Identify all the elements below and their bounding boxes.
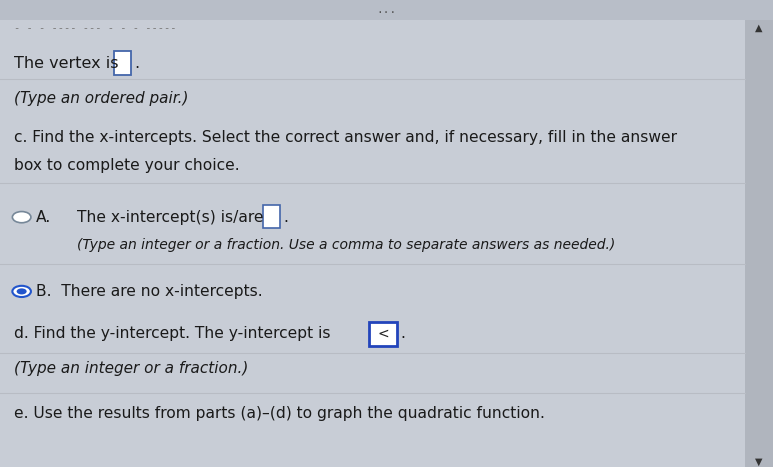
Text: B.  There are no x-intercepts.: B. There are no x-intercepts. xyxy=(36,284,262,299)
FancyBboxPatch shape xyxy=(369,322,397,346)
Text: ▲: ▲ xyxy=(755,23,763,33)
Text: ...: ... xyxy=(376,5,397,15)
Text: (Type an integer or a fraction.): (Type an integer or a fraction.) xyxy=(14,361,248,376)
Text: .: . xyxy=(283,210,288,225)
FancyBboxPatch shape xyxy=(114,51,131,75)
Circle shape xyxy=(12,212,31,223)
FancyBboxPatch shape xyxy=(745,20,773,467)
Text: (Type an ordered pair.): (Type an ordered pair.) xyxy=(14,91,189,106)
Text: box to complete your choice.: box to complete your choice. xyxy=(14,158,240,173)
FancyBboxPatch shape xyxy=(263,205,280,228)
Text: The x-intercept(s) is/are: The x-intercept(s) is/are xyxy=(77,210,264,225)
FancyBboxPatch shape xyxy=(0,0,773,20)
Circle shape xyxy=(12,286,31,297)
Text: The vertex is: The vertex is xyxy=(14,56,118,71)
Text: (Type an integer or a fraction. Use a comma to separate answers as needed.): (Type an integer or a fraction. Use a co… xyxy=(77,238,615,252)
Text: <: < xyxy=(377,327,390,341)
Text: ▼: ▼ xyxy=(755,456,763,467)
Text: .: . xyxy=(400,326,405,341)
Text: A.: A. xyxy=(36,210,51,225)
Circle shape xyxy=(17,288,26,295)
Text: d. Find the y-intercept. The y-intercept is: d. Find the y-intercept. The y-intercept… xyxy=(14,326,330,341)
Text: .: . xyxy=(135,56,140,71)
Text: - - - ---- --- - - - -----: - - - ---- --- - - - ----- xyxy=(14,23,176,33)
Text: c. Find the x-intercepts. Select the correct answer and, if necessary, fill in t: c. Find the x-intercepts. Select the cor… xyxy=(14,130,677,145)
Text: e. Use the results from parts (a)–(d) to graph the quadratic function.: e. Use the results from parts (a)–(d) to… xyxy=(14,406,545,421)
